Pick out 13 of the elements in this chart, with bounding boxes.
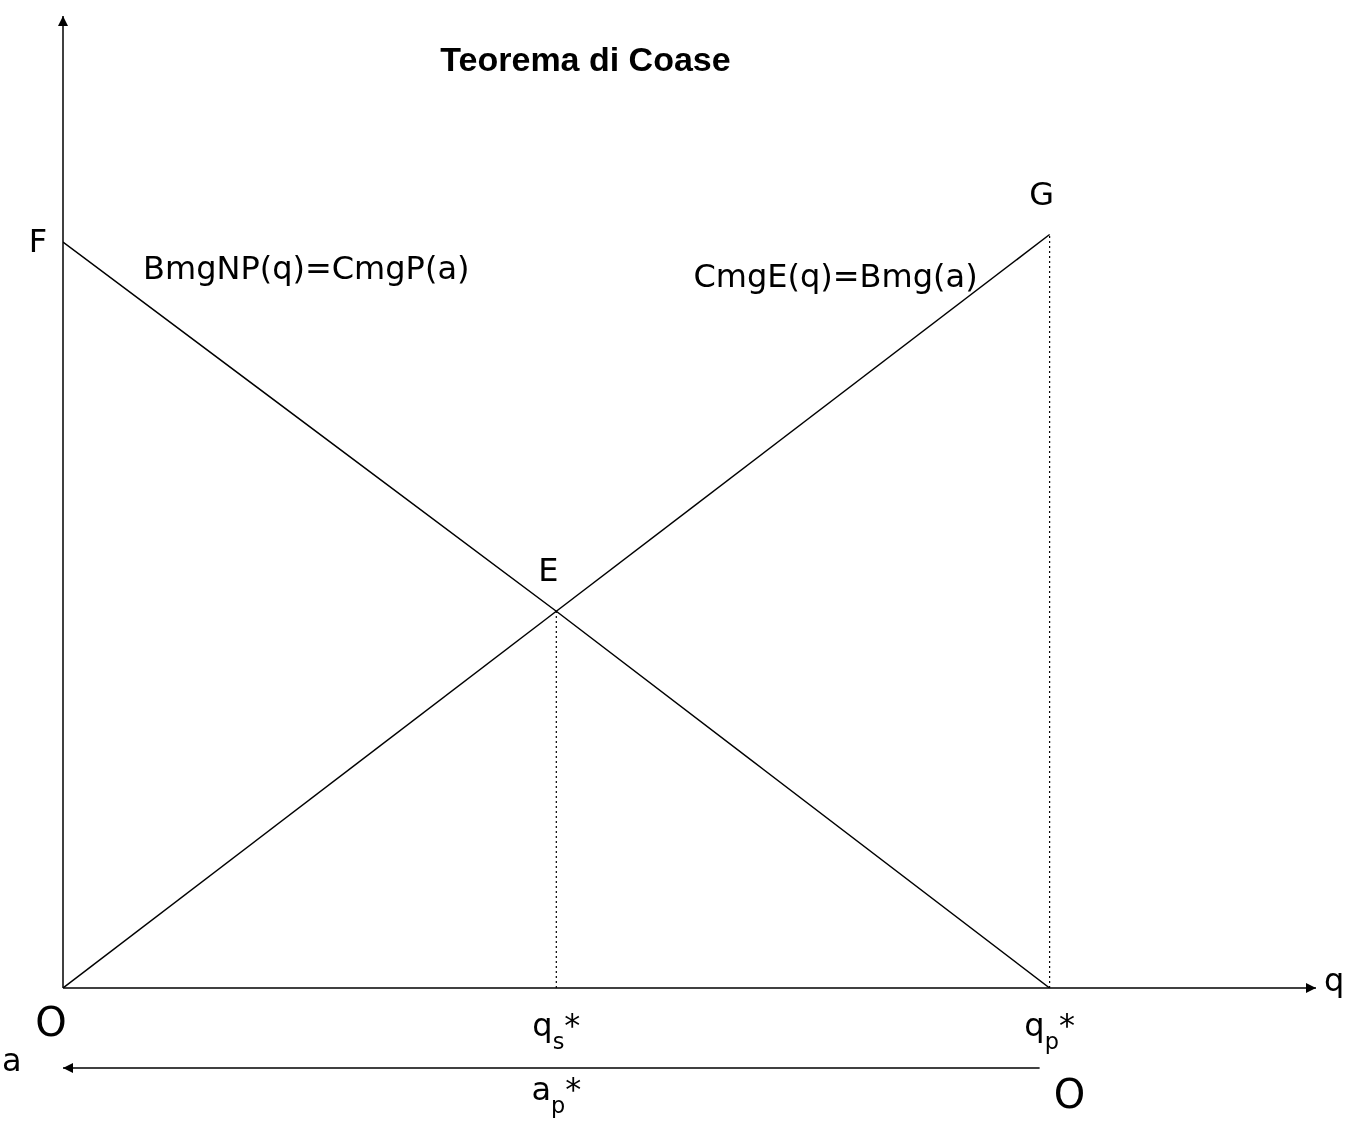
x2-axis-title: a [2,1041,22,1079]
chart-title: Teorema di Coase [439,40,732,79]
x-axis-title: q [1324,961,1345,999]
x-tick-label: q$_{p}$* [1024,1006,1075,1054]
annotation: G [1029,174,1055,213]
annotation: E [538,551,559,590]
series-label: BmgNP(q)=CmgP(a) [143,249,470,288]
x-tick-label: O [35,999,67,1045]
x-tick-label: q$_{s}$* [532,1006,581,1054]
text: O [1053,1071,1086,1117]
series-label: CmgE(q)=Bmg(a) [693,256,978,295]
annotation: F [28,222,48,261]
text: a$_{p}$* [531,1070,582,1118]
